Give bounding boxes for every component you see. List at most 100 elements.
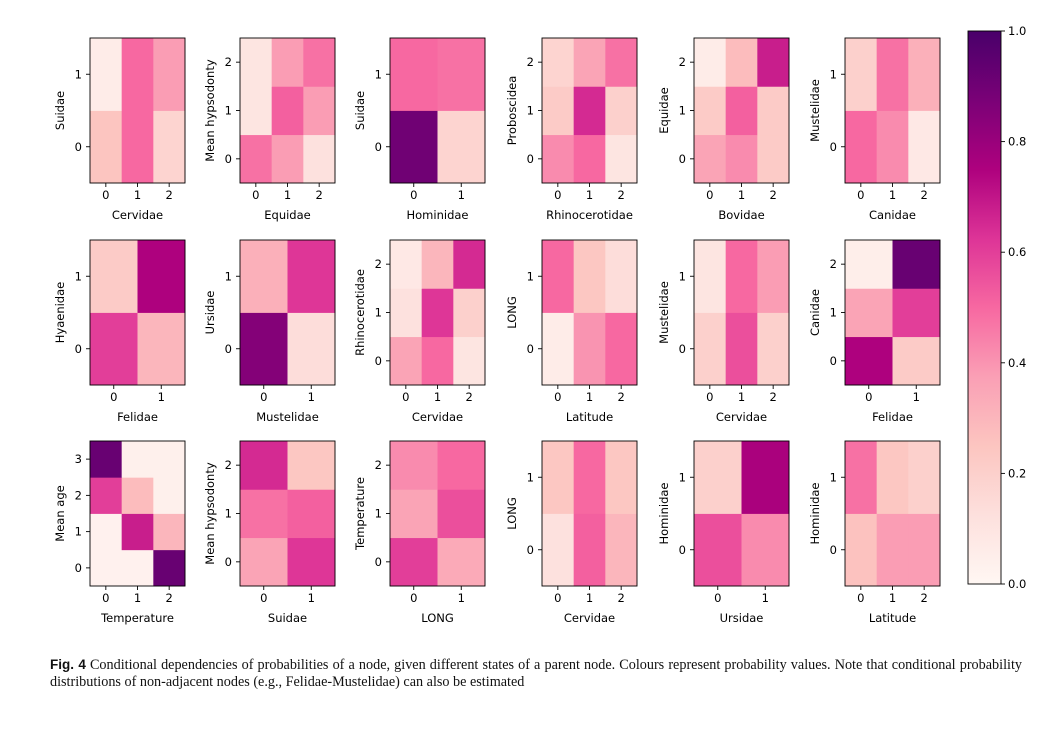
heatmap-cell — [876, 110, 909, 184]
y-axis-label: Rhinocerotidae — [353, 269, 367, 356]
x-axis-label: Equidae — [264, 208, 310, 222]
heatmap-cell — [908, 38, 941, 111]
y-tick-label: 0 — [75, 561, 82, 575]
heatmap-cell — [845, 38, 878, 111]
x-tick-label: 1 — [308, 591, 315, 605]
x-tick-label: 1 — [738, 390, 745, 404]
heatmap-cell — [725, 134, 758, 184]
colorbar-tick-label: 0.6 — [1008, 245, 1026, 259]
y-tick-label: 0 — [679, 543, 686, 557]
heatmap-cell — [303, 38, 336, 87]
heatmap-cell — [153, 477, 186, 514]
y-tick-label: 1 — [679, 104, 686, 118]
heatmap-cell — [573, 240, 606, 313]
y-tick-label: 2 — [375, 458, 382, 472]
heatmap-cell — [605, 312, 638, 386]
heatmap-cell — [437, 110, 486, 184]
x-tick-label: 1 — [134, 591, 141, 605]
colorbar-tick-label: 0.0 — [1008, 577, 1026, 591]
heatmap-cell — [757, 312, 790, 386]
heatmap-cell — [694, 312, 727, 386]
heatmap-cell — [90, 549, 123, 587]
heatmap-panel-8: 0 1 0 1 Mustelidae Ursidae — [203, 239, 336, 424]
heatmap-cell — [725, 38, 758, 87]
y-tick-label: 0 — [225, 342, 232, 356]
heatmap-cell — [605, 38, 638, 87]
y-axis-label: Mustelidae — [657, 281, 671, 344]
y-tick-label: 1 — [75, 525, 82, 539]
y-tick-label: 0 — [527, 543, 534, 557]
heatmap-cell — [757, 38, 790, 87]
panel-frame — [389, 37, 486, 184]
x-tick-label: 0 — [714, 591, 721, 605]
y-tick-label: 1 — [375, 67, 382, 81]
x-tick-label: 1 — [586, 188, 593, 202]
heatmap-cell — [421, 240, 454, 289]
heatmap-cell — [121, 38, 154, 111]
heatmap-panel-11: 0 1 2 0 1 Cervidae Mustelidae — [657, 239, 790, 424]
heatmap-cell — [121, 477, 154, 514]
x-tick-label: 2 — [466, 390, 473, 404]
y-tick-label: 3 — [75, 452, 82, 466]
heatmap-cell — [240, 489, 288, 539]
x-tick-label: 0 — [554, 591, 561, 605]
y-tick-label: 2 — [75, 488, 82, 502]
y-tick-label: 0 — [527, 342, 534, 356]
heatmap-cell — [390, 441, 438, 490]
heatmap-cell — [303, 134, 336, 184]
x-axis-label: Cervidae — [716, 410, 767, 424]
y-tick-label: 0 — [527, 152, 534, 166]
heatmap-cell — [605, 513, 638, 587]
heatmap-cell — [542, 312, 575, 386]
x-tick-label: 0 — [857, 591, 864, 605]
heatmap-cell — [725, 240, 758, 313]
heatmap-cell — [845, 110, 878, 184]
heatmap-cell — [876, 38, 909, 111]
heatmap-cell — [542, 240, 575, 313]
y-axis-label: LONG — [505, 296, 519, 329]
x-tick-label: 0 — [706, 188, 713, 202]
x-axis-label: Canidae — [869, 208, 916, 222]
heatmap-cell — [90, 38, 123, 111]
heatmap-cell — [137, 240, 186, 313]
y-axis-label: Temperature — [353, 477, 367, 551]
heatmap-cell — [542, 441, 575, 514]
y-axis-label: Mustelidae — [808, 79, 822, 142]
x-tick-label: 0 — [252, 188, 259, 202]
heatmap-cell — [908, 110, 941, 184]
heatmap-panel-12: 0 1 0 1 2 Felidae Canidae — [808, 239, 941, 424]
heatmap-panel-10: 0 1 2 0 1 Latitude LONG — [505, 239, 638, 424]
y-tick-label: 1 — [679, 269, 686, 283]
panel-frame — [89, 239, 186, 386]
heatmap-cell — [90, 110, 123, 184]
heatmap-panel-4: 0 1 2 0 1 2 Rhinocerotidae Proboscidea — [505, 37, 638, 222]
colorbar-tick-label: 1.0 — [1008, 24, 1026, 38]
y-tick-label: 1 — [679, 470, 686, 484]
heatmap-cell — [892, 288, 941, 338]
colorbar-tick-label: 0.4 — [1008, 356, 1026, 370]
y-tick-label: 1 — [527, 104, 534, 118]
x-tick-label: 0 — [260, 390, 267, 404]
heatmap-cell — [240, 86, 273, 136]
heatmap-cell — [573, 513, 606, 587]
x-tick-label: 0 — [102, 188, 109, 202]
y-tick-label: 1 — [225, 507, 232, 521]
heatmap-cell — [303, 86, 336, 136]
heatmap-cell — [121, 549, 154, 587]
heatmap-cell — [845, 441, 878, 514]
y-axis-label: Proboscidea — [505, 76, 519, 146]
x-tick-label: 1 — [458, 188, 465, 202]
y-axis-label: Ursidae — [203, 291, 217, 335]
heatmap-panel-18: 0 1 2 0 1 Latitude Hominidae — [808, 440, 941, 625]
x-axis-label: Cervidae — [412, 410, 463, 424]
heatmap-cell — [725, 86, 758, 136]
heatmap-panel-3: 0 1 0 1 Hominidae Suidae — [353, 37, 486, 222]
x-tick-label: 0 — [402, 390, 409, 404]
heatmap-panel-16: 0 1 2 0 1 Cervidae LONG — [505, 440, 638, 625]
x-tick-label: 1 — [586, 390, 593, 404]
heatmap-cell — [240, 537, 288, 587]
x-axis-label: Rhinocerotidae — [546, 208, 633, 222]
heatmap-cell — [390, 336, 423, 386]
heatmap-panel-2: 0 1 2 0 1 2 Equidae Mean hypsodonty — [203, 37, 336, 222]
